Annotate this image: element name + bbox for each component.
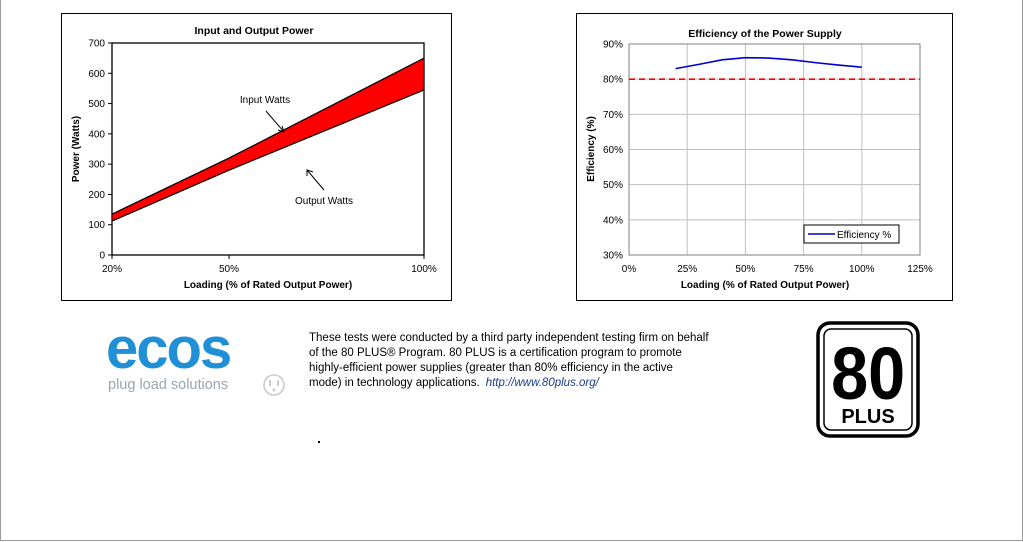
chart2-ytick-label: 40% (603, 215, 623, 226)
badge-number: 80 (831, 332, 905, 415)
chart2-xtick-label: 125% (907, 264, 933, 275)
chart2-ytick-label: 50% (603, 180, 623, 191)
chart2-ytick-label: 90% (603, 40, 623, 51)
chart1-ytick-label: 0 (99, 251, 105, 262)
80-plus-badge: 80 PLUS (816, 321, 920, 438)
chart1-ytick-label: 100 (88, 220, 105, 231)
chart2-legend: Efficiency % (803, 224, 900, 244)
outlet-icon (263, 374, 285, 396)
output-watts-arrow (306, 169, 325, 191)
caption-line: highly-efficient power supplies (greater… (309, 362, 673, 374)
ecos-tagline: plug load solutions (108, 377, 228, 393)
chart2-title: Efficiency of the Power Supply (688, 28, 842, 40)
chart1-ylabel: Power (Watts) (71, 116, 82, 182)
chart1-ytick-label: 500 (88, 99, 105, 110)
chart1-xtick-label: 50% (219, 264, 239, 275)
stray-dot (318, 441, 320, 443)
chart2-ylabel: Efficiency (%) (586, 116, 597, 182)
chart2-ytick-label: 60% (603, 145, 623, 156)
chart2-xtick-label: 25% (677, 264, 697, 275)
ecos-logo: ecos plug load solutions (104, 316, 294, 402)
chart1-xtick-label: 20% (102, 264, 122, 275)
input-output-power-svg: Input and Output Power 0 100 200 300 400 500 6… (71, 25, 437, 291)
input-watts-annotation: Input Watts (240, 95, 290, 106)
chart1-plot-area (111, 42, 425, 256)
chart1-xlabel: Loading (% of Rated Output Power) (184, 280, 352, 291)
efficiency-chart: Efficiency of the Power Supply 30% 40% 50%… (576, 13, 953, 301)
chart2-xtick-label: 50% (735, 264, 755, 275)
output-watts-arrowhead (306, 169, 314, 176)
input-watts-line (111, 57, 425, 215)
legend-label: Efficiency % (837, 230, 891, 241)
efficiency-svg: Efficiency of the Power Supply 30% 40% 50%… (586, 28, 933, 291)
chart2-xlabel: Loading (% of Rated Output Power) (681, 280, 849, 291)
input-watts-arrow (265, 110, 285, 133)
output-watts-line (111, 89, 425, 222)
chart1-title: Input and Output Power (195, 25, 314, 37)
chart1-ytick-label: 300 (88, 160, 105, 171)
ecos-wordmark: ecos (106, 322, 230, 381)
chart1-ytick-label: 200 (88, 190, 105, 201)
input-output-power-chart: Input and Output Power 0 100 200 300 400 500 6… (61, 13, 452, 301)
chart1-ytick-label: 600 (88, 69, 105, 80)
caption-line: These tests were conducted by a third pa… (309, 332, 709, 344)
badge-word: PLUS (841, 406, 894, 428)
caption-line: of the 80 PLUS® Program. 80 PLUS is a ce… (309, 347, 682, 359)
chart2-xtick-label: 0% (622, 264, 637, 275)
output-watts-annotation: Output Watts (295, 196, 353, 207)
caption-line-last: mode) in technology applications. http://… (309, 376, 739, 391)
chart2-ytick-label: 30% (603, 251, 623, 262)
caption-text: These tests were conducted by a third pa… (309, 331, 739, 391)
chart1-ytick-label: 400 (88, 129, 105, 140)
efficiency-line (675, 56, 862, 70)
caption-line-text: mode) in technology applications. (309, 377, 480, 389)
chart2-plot-area (628, 43, 921, 256)
chart2-ytick-label: 70% (603, 110, 623, 121)
chart1-ytick-label: 700 (88, 39, 105, 50)
chart2-ytick-label: 80% (603, 75, 623, 86)
chart1-xtick-label: 100% (411, 264, 437, 275)
chart2-xtick-label: 100% (849, 264, 875, 275)
chart2-xtick-label: 75% (794, 264, 814, 275)
input-watts-arrowhead (277, 125, 285, 133)
80plus-link[interactable]: http://www.80plus.org/ (485, 377, 599, 389)
